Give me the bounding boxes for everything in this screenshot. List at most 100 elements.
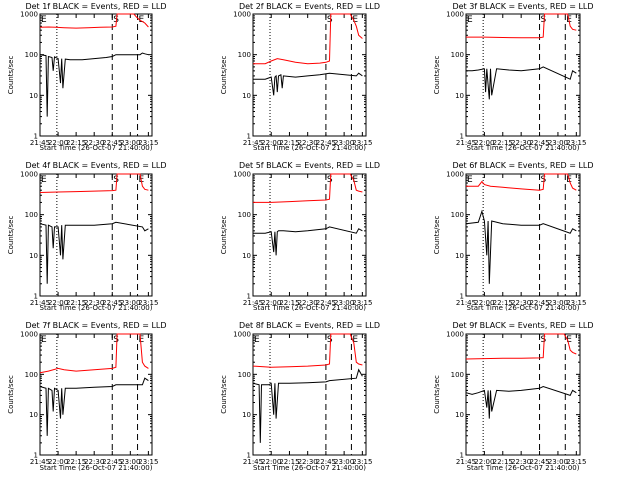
x-tick-label: 22:30 — [84, 458, 104, 466]
y-axis-label: Counts/sec — [7, 56, 15, 95]
x-tick-label: 22:15 — [66, 139, 86, 147]
x-tick-label: 22:30 — [298, 299, 318, 307]
y-tick-label: 100 — [451, 371, 464, 379]
y-tick-label: 100 — [238, 51, 251, 59]
x-tick-label: 23:00 — [120, 458, 140, 466]
x-tick-label: 22:30 — [84, 139, 104, 147]
x-tick-label: 22:15 — [279, 299, 299, 307]
y-tick-label: 1 — [247, 452, 251, 460]
series-lld-line — [39, 333, 149, 374]
y-tick-label: 10 — [29, 92, 38, 100]
y-axis-label: Counts/sec — [220, 56, 228, 95]
flag-e-marker: E — [139, 15, 145, 25]
x-tick-label: 22:45 — [102, 299, 122, 307]
x-tick-label: 22:15 — [493, 458, 513, 466]
y-tick-label: 1 — [34, 452, 38, 460]
y-tick-label: 10 — [29, 411, 38, 419]
x-axis-label: Start Time (26-Oct-07 21:40:00) — [253, 144, 366, 152]
plot-frame — [252, 333, 367, 456]
y-tick-label: 100 — [25, 211, 38, 219]
x-tick-label: 22:00 — [261, 458, 281, 466]
x-tick-label: 23:00 — [334, 139, 354, 147]
x-tick-label: 23:15 — [566, 299, 586, 307]
x-tick-label: 22:30 — [298, 139, 318, 147]
series-lld-line — [39, 173, 149, 193]
y-tick-label: 1 — [247, 133, 251, 141]
plot-frame — [39, 333, 153, 456]
x-tick-label: 23:15 — [138, 139, 158, 147]
plot-frame — [39, 13, 153, 137]
plot-frame — [252, 13, 367, 137]
x-tick-label: 22:30 — [84, 299, 104, 307]
flag-e-marker: E — [41, 175, 47, 185]
x-tick-label: 21:45 — [243, 299, 263, 307]
panel-title: Det 9f BLACK = Events, RED = LLD — [452, 321, 593, 330]
y-tick-label: 1000 — [20, 331, 38, 339]
flag-e-marker: E — [41, 15, 47, 25]
y-tick-label: 1 — [460, 452, 464, 460]
x-axis-label: Start Time (26-Oct-07 21:40:00) — [40, 144, 153, 152]
x-axis-label: Start Time (26-Oct-07 21:40:00) — [40, 464, 153, 472]
panel-det-6: Det 6f BLACK = Events, RED = LLD 1 10 100 10… — [433, 161, 594, 312]
x-tick-label: 22:30 — [511, 458, 531, 466]
x-tick-label: 22:00 — [261, 139, 281, 147]
series-events-line — [253, 226, 363, 256]
panel-det-9: Det 9f BLACK = Events, RED = LLD 1 10 100 10… — [433, 321, 594, 472]
series-lld-line — [39, 13, 149, 29]
y-tick-label: 100 — [238, 371, 251, 379]
series-lld-line — [466, 173, 577, 191]
panel-title: Det 8f BLACK = Events, RED = LLD — [239, 321, 380, 330]
panel-title: Det 5f BLACK = Events, RED = LLD — [239, 161, 380, 170]
x-tick-label: 23:15 — [352, 458, 372, 466]
y-tick-label: 1 — [460, 133, 464, 141]
series-events-line — [465, 385, 577, 419]
x-tick-label: 21:45 — [456, 299, 476, 307]
x-tick-label: 22:15 — [493, 299, 513, 307]
x-tick-label: 22:00 — [474, 139, 494, 147]
x-tick-label: 22:15 — [66, 458, 86, 466]
flag-e-marker: E — [566, 335, 572, 345]
x-tick-label: 23:15 — [138, 299, 158, 307]
series-lld-line — [253, 173, 363, 203]
y-tick-label: 100 — [25, 51, 38, 59]
x-tick-label: 22:45 — [102, 139, 122, 147]
flag-e-marker: E — [139, 335, 145, 345]
x-tick-label: 21:45 — [30, 458, 50, 466]
x-tick-label: 22:45 — [529, 458, 549, 466]
flag-e-marker: E — [41, 335, 47, 345]
x-tick-label: 22:45 — [316, 299, 336, 307]
panel-title: Det 7f BLACK = Events, RED = LLD — [25, 321, 166, 330]
x-tick-label: 22:45 — [529, 299, 549, 307]
flag-e-marker: E — [254, 335, 260, 345]
panel-det-3: Det 3f BLACK = Events, RED = LLD 1 10 100 10… — [433, 2, 594, 152]
y-axis-label: Counts/sec — [7, 216, 15, 255]
x-axis-label: Start Time (26-Oct-07 21:40:00) — [40, 304, 153, 312]
y-tick-label: 10 — [242, 252, 251, 260]
x-tick-label: 22:00 — [261, 299, 281, 307]
x-tick-label: 23:15 — [566, 458, 586, 466]
plot-frame — [465, 173, 581, 297]
x-tick-label: 22:30 — [511, 139, 531, 147]
x-tick-label: 22:45 — [316, 139, 336, 147]
y-tick-label: 10 — [455, 411, 464, 419]
y-tick-label: 10 — [242, 411, 251, 419]
y-tick-label: 100 — [25, 371, 38, 379]
series-events-line — [252, 368, 363, 443]
x-tick-label: 23:00 — [334, 458, 354, 466]
series-events-line — [465, 209, 577, 284]
y-tick-label: 1000 — [233, 11, 251, 19]
x-tick-label: 22:30 — [511, 299, 531, 307]
y-tick-label: 1 — [34, 293, 38, 301]
y-axis-label: Counts/sec — [220, 375, 228, 414]
y-tick-label: 1000 — [233, 331, 251, 339]
series-lld-line — [252, 333, 363, 368]
x-tick-label: 22:45 — [529, 139, 549, 147]
flag-s-marker: S — [327, 175, 333, 185]
panel-det-4: Det 4f BLACK = Events, RED = LLD 1 10 100 10… — [7, 161, 167, 312]
x-tick-label: 23:00 — [548, 299, 568, 307]
series-events-line — [39, 377, 149, 436]
x-tick-label: 23:15 — [566, 139, 586, 147]
y-axis-label: Counts/sec — [433, 375, 441, 414]
y-tick-label: 1000 — [446, 331, 464, 339]
